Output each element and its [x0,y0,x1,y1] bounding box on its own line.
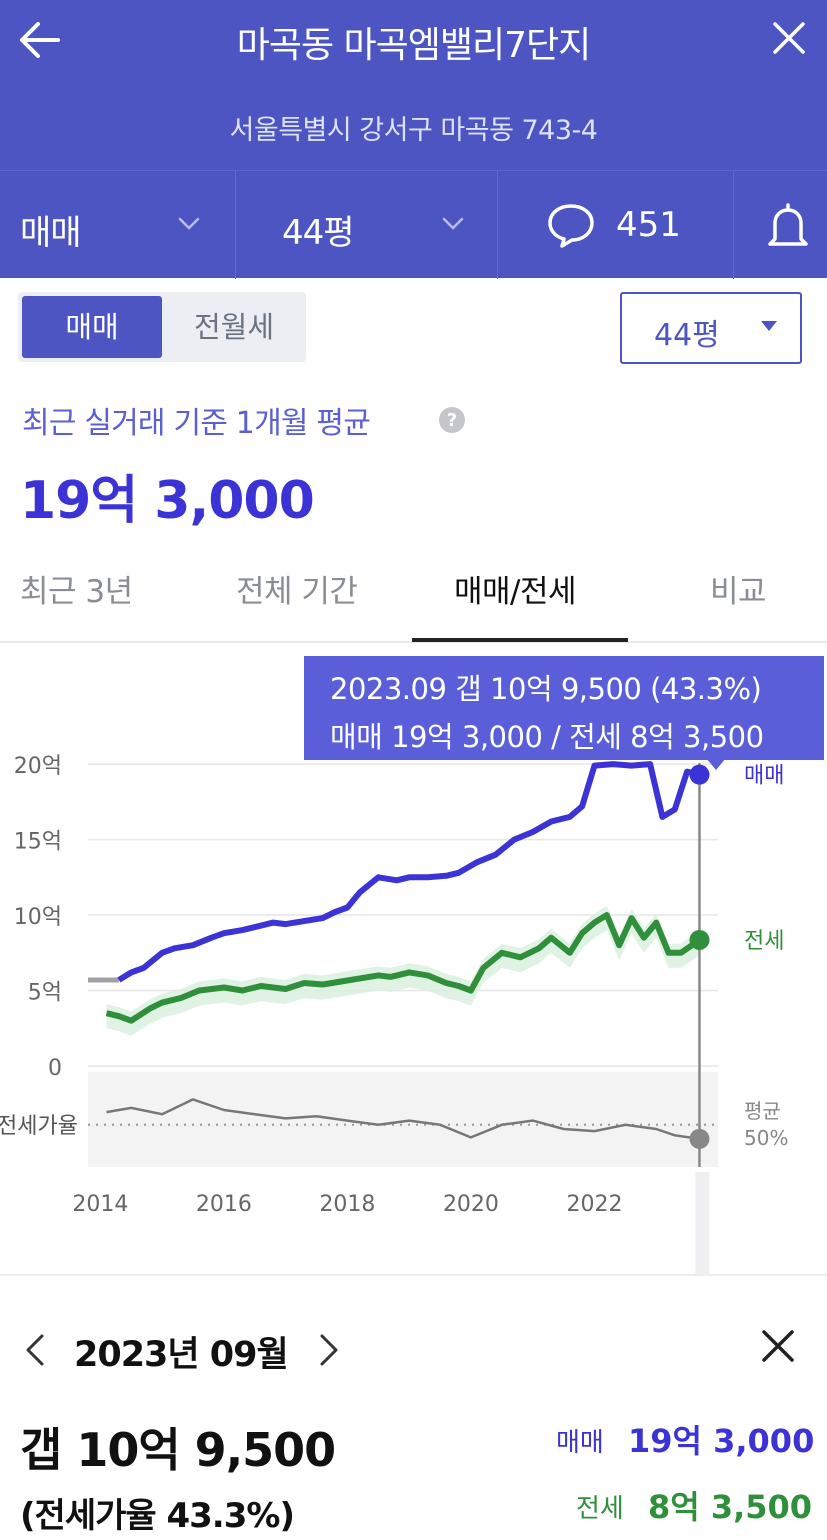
top-bar: 마곡동 마곡엠밸리7단지 서울특별시 강서구 마곡동 743-4 매매 44평 … [0,0,827,279]
tooltip-pointer [706,758,726,770]
size-dropdown[interactable]: 44평 [236,171,498,279]
chevron-down-icon [178,217,200,230]
size-select-label: 44평 [654,318,720,353]
sale-label: 매매 [556,1428,604,1458]
chevron-down-icon [442,217,464,230]
ratio-end-marker [689,1128,710,1149]
sale-end-marker [689,764,710,785]
ratio-series-line [106,1098,700,1141]
comment-count: 451 [616,205,681,245]
chevron-left-icon[interactable] [22,1330,48,1370]
back-arrow-icon[interactable] [14,18,62,62]
jeonse-end-marker [689,929,710,950]
chevron-right-icon[interactable] [316,1330,342,1370]
svg-text:?: ? [447,410,457,431]
x-tick-label: 2016 [196,1192,252,1217]
size-label: 44평 [282,213,355,253]
deal-segment-control: 매매 전월세 [18,292,306,362]
segment-sale[interactable]: 매매 [22,296,162,358]
x-tick-label: 2020 [443,1192,499,1217]
segment-lease[interactable]: 전월세 [193,310,275,344]
tab-recent-3y[interactable]: 최근 3년 [20,574,133,610]
caret-down-icon [761,321,777,331]
selection-track [695,1172,710,1275]
title-row: 마곡동 마곡엠밸리7단지 [0,0,827,80]
jeonse-ratio: (전세가율 43.3%) [20,1496,295,1536]
ratio-band-bg [88,1072,718,1167]
period-tabs: 최근 3년 전체 기간 매매/전세 비교 [0,548,827,643]
size-select[interactable]: 44평 [620,292,802,364]
x-tick-label: 2018 [319,1192,375,1217]
active-tab-indicator [412,638,628,642]
jeonse-value: 8억 3,500 [648,1488,813,1526]
average-price: 19억 3,000 [20,471,315,531]
jeonse-label: 전세 [576,1494,624,1524]
ratio-avg-label: 평균 [744,1099,781,1123]
address: 서울특별시 강서구 마곡동 743-4 [229,115,598,146]
tab-sale-jeonse[interactable]: 매매/전세 [454,574,577,610]
y-tick-label: 5억 [28,981,62,1006]
sale-end-label: 매매 [744,764,784,789]
deal-type-label: 매매 [20,213,82,253]
tab-all-period[interactable]: 전체 기간 [236,574,358,610]
tooltip-line-1: 2023.09 갭 10억 9,500 (43.3%) [330,672,762,706]
y-tick-label: 20억 [14,754,62,779]
bell-icon [768,203,808,246]
panel-divider [0,1274,827,1276]
speech-bubble-icon [548,204,594,248]
selected-month: 2023년 09월 [74,1335,289,1375]
sale-value: 19억 3,000 [628,1422,815,1460]
price-basis-label: 최근 실거래 기준 1개월 평균 [22,406,371,441]
close-icon[interactable] [758,1326,798,1366]
tooltip-line-2: 매매 19억 3,000 / 전세 8억 3,500 [330,720,764,754]
filter-row: 매매 44평 451 [0,170,827,279]
x-tick-label: 2022 [566,1192,622,1217]
y-tick-label: 15억 [14,830,62,855]
jeonse-series-line [105,912,702,1024]
notification-button[interactable] [734,171,827,279]
comments-button[interactable]: 451 [498,171,734,279]
close-icon[interactable] [767,16,811,60]
help-icon[interactable]: ? [438,406,466,434]
tab-compare[interactable]: 비교 [710,574,767,610]
y-tick-label: 0 [48,1056,62,1081]
sale-series-line [117,761,701,983]
jeonse-end-label: 전세 [744,929,784,954]
gap-amount: 갭 10억 9,500 [20,1423,336,1477]
x-tick-label: 2014 [72,1192,128,1217]
ratio-axis-label: 전세가율 [0,1114,78,1139]
ratio-avg-value: 50% [744,1126,788,1150]
chart-tooltip: 2023.09 갭 10억 9,500 (43.3%) 매매 19억 3,000… [304,656,824,760]
page-title: 마곡동 마곡엠밸리7단지 [236,25,592,66]
deal-type-dropdown[interactable]: 매매 [0,171,236,279]
y-tick-label: 10억 [14,905,62,930]
